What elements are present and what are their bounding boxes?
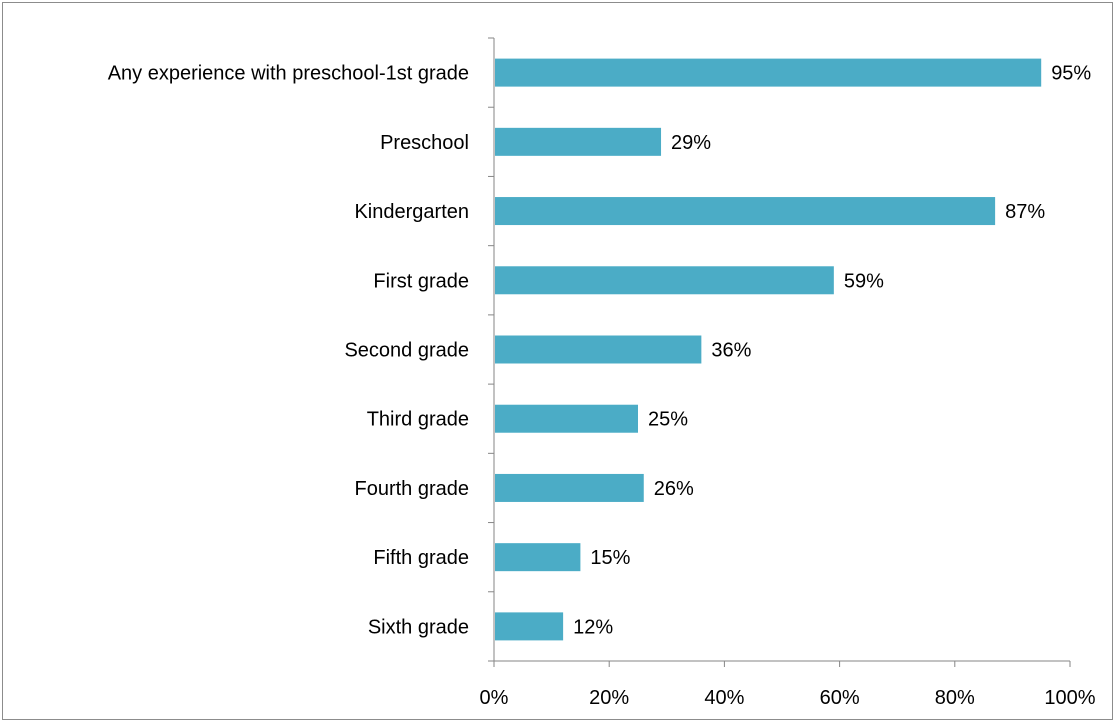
category-label: Third grade xyxy=(367,409,469,431)
bar xyxy=(495,197,996,226)
bar xyxy=(495,266,834,295)
data-label: 15% xyxy=(590,547,630,569)
category-label: Fourth grade xyxy=(354,478,469,500)
bar xyxy=(495,127,662,156)
labels: 0% 20% 40% 60% 80% 100% Any experience with pr… xyxy=(108,63,1096,709)
data-label: 87% xyxy=(1005,201,1045,223)
axes xyxy=(488,37,1071,667)
category-label: Sixth grade xyxy=(368,616,469,638)
bar xyxy=(495,473,644,502)
bar xyxy=(495,58,1042,87)
category-label: Fifth grade xyxy=(373,547,469,569)
x-tick-label: 80% xyxy=(935,687,975,709)
category-label: Preschool xyxy=(380,132,469,154)
x-tick-label: 100% xyxy=(1044,687,1095,709)
data-label: 26% xyxy=(654,478,694,500)
data-label: 12% xyxy=(573,616,613,638)
bar xyxy=(495,335,702,364)
category-label: Any experience with preschool-1st grade xyxy=(108,63,469,85)
x-tick-label: 40% xyxy=(704,687,744,709)
data-label: 59% xyxy=(844,270,884,292)
category-label: Second grade xyxy=(344,340,469,362)
data-label: 25% xyxy=(648,409,688,431)
bars xyxy=(495,58,1042,641)
bar xyxy=(495,612,564,641)
category-label: First grade xyxy=(373,270,469,292)
data-label: 29% xyxy=(671,132,711,154)
category-label: Kindergarten xyxy=(354,201,469,223)
data-label: 95% xyxy=(1051,63,1091,85)
data-label: 36% xyxy=(711,340,751,362)
x-tick-label: 20% xyxy=(589,687,629,709)
x-tick-label: 0% xyxy=(480,687,509,709)
bar xyxy=(495,404,638,433)
bar xyxy=(495,543,581,572)
x-tick-label: 60% xyxy=(820,687,860,709)
